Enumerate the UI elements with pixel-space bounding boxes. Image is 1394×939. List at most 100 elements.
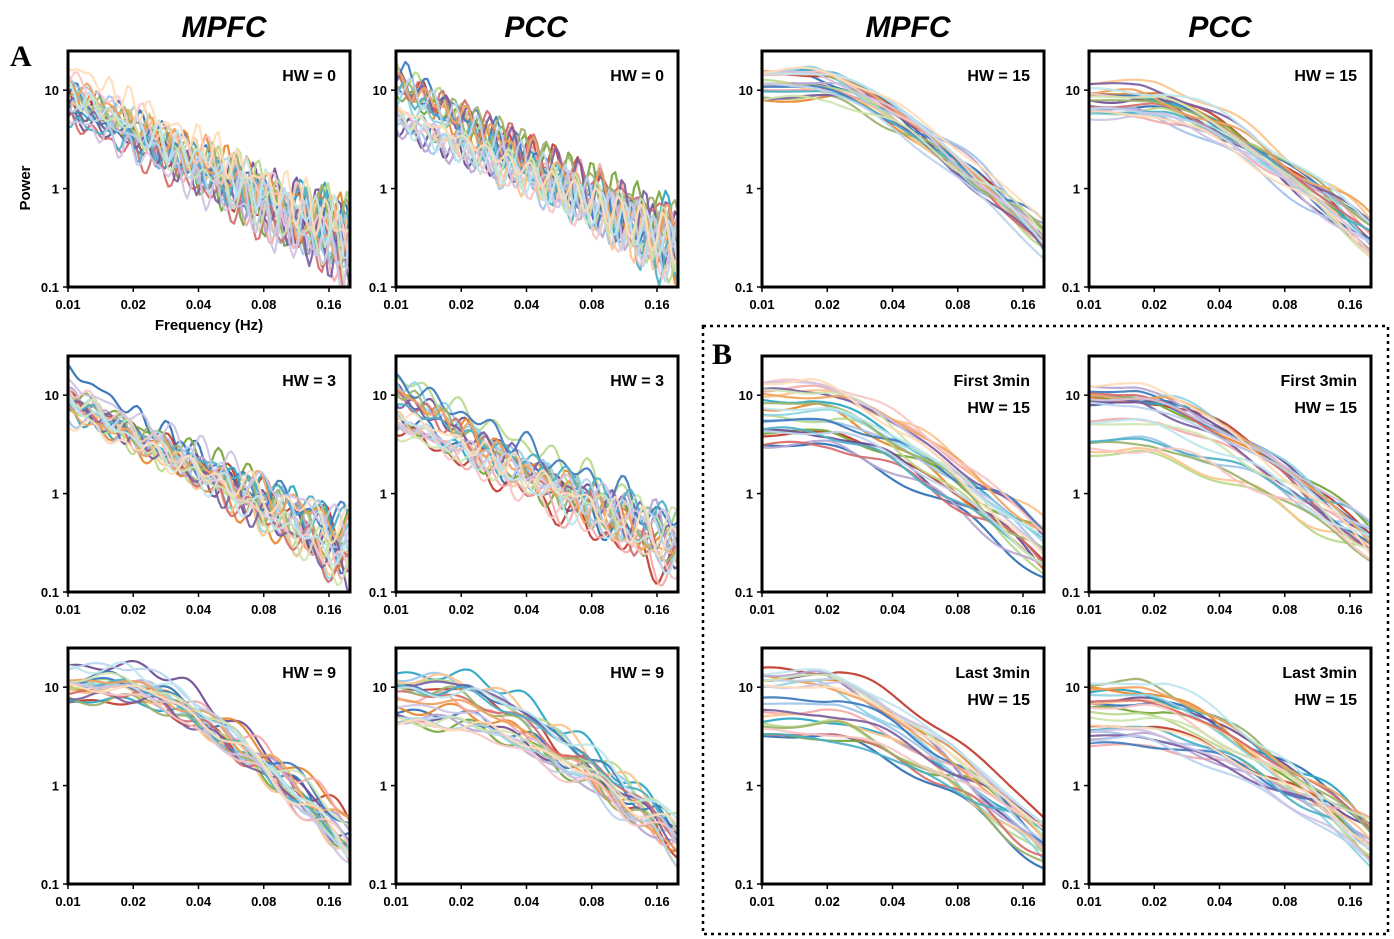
- series-line: [68, 80, 350, 287]
- y-tick-label: 10: [739, 680, 753, 695]
- x-tick-label: 0.01: [1076, 297, 1101, 312]
- series-line: [396, 72, 678, 259]
- series-line: [1089, 447, 1371, 547]
- x-tick-label: 0.16: [1337, 602, 1362, 617]
- chart-mpfc-hw15: 0.01 0.02 0.04 0.08 0.16 10 1 0.1 HW = 15: [735, 49, 1046, 312]
- y-tick-label: 1: [380, 779, 387, 794]
- series-line: [68, 393, 350, 567]
- series-line: [68, 681, 350, 865]
- series-line: [1089, 417, 1371, 538]
- x-tick-label: 0.01: [383, 602, 408, 617]
- series-line: [762, 666, 1044, 819]
- panel-letter-b: B: [712, 338, 732, 371]
- series-line: [1089, 686, 1371, 829]
- series-line: [396, 421, 678, 552]
- y-tick-label: 0.1: [735, 280, 753, 295]
- x-tick-label: 0.02: [1142, 894, 1167, 909]
- y-tick-label: 1: [380, 182, 387, 197]
- y-tick-label: 0.1: [41, 280, 59, 295]
- panel-label: HW = 15: [967, 692, 1030, 709]
- x-tick-label: 0.04: [1207, 297, 1233, 312]
- series-line: [762, 408, 1044, 544]
- y-tick-label: 0.1: [41, 877, 59, 892]
- series-line: [762, 94, 1044, 237]
- x-tick-label: 0.16: [644, 297, 669, 312]
- y-tick-label: 10: [373, 680, 387, 695]
- y-tick-label: 1: [52, 182, 59, 197]
- series-line: [396, 372, 678, 526]
- series-line: [1089, 440, 1371, 563]
- x-tick-label: 0.02: [815, 894, 840, 909]
- x-tick-label: 0.16: [316, 297, 341, 312]
- x-tick-label: 0.04: [186, 297, 212, 312]
- x-tick-label: 0.16: [316, 894, 341, 909]
- series-line: [762, 72, 1044, 245]
- series-line: [396, 686, 678, 822]
- series-line: [762, 93, 1044, 250]
- x-tick-label: 0.04: [186, 894, 212, 909]
- series-group: [1089, 677, 1371, 869]
- series-line: [396, 718, 678, 846]
- y-tick-label: 10: [373, 83, 387, 98]
- series-group: [396, 59, 678, 287]
- panel-label: HW = 9: [610, 665, 664, 682]
- panel-label: HW = 9: [282, 665, 336, 682]
- x-tick-label: 0.04: [1207, 894, 1233, 909]
- series-group: [396, 372, 678, 587]
- column-title-pcc-right: PCC: [1188, 11, 1253, 44]
- panel-label: Last 3min: [1282, 665, 1357, 682]
- x-tick-label: 0.16: [644, 894, 669, 909]
- series-line: [396, 412, 678, 558]
- chart-pcc-hw3: 0.01 0.02 0.04 0.08 0.16 10 1 0.1 HW = 3: [369, 354, 680, 617]
- series-line: [68, 682, 350, 858]
- series-line: [1089, 724, 1371, 849]
- x-tick-label: 0.02: [1142, 602, 1167, 617]
- series-line: [762, 414, 1044, 576]
- series-line: [68, 678, 350, 821]
- series-line: [68, 66, 350, 237]
- x-tick-label: 0.08: [1272, 894, 1297, 909]
- x-tick-label: 0.01: [749, 602, 774, 617]
- chart-pcc-hw15: 0.01 0.02 0.04 0.08 0.16 10 1 0.1 HW = 15: [1062, 49, 1373, 312]
- series-line: [1089, 87, 1371, 226]
- y-tick-label: 1: [52, 487, 59, 502]
- x-tick-label: 0.04: [880, 894, 906, 909]
- panel-label: HW = 15: [967, 68, 1030, 85]
- series-line: [1089, 397, 1371, 524]
- series-line: [396, 114, 678, 262]
- series-line: [762, 406, 1044, 539]
- x-tick-label: 0.01: [383, 297, 408, 312]
- y-tick-label: 0.1: [1062, 877, 1080, 892]
- x-tick-label: 0.16: [1010, 602, 1035, 617]
- x-tick-label: 0.02: [121, 894, 146, 909]
- y-tick-label: 10: [45, 388, 59, 403]
- series-line: [1089, 699, 1371, 832]
- panel-letter-a: A: [10, 40, 32, 73]
- x-tick-label: 0.08: [1272, 602, 1297, 617]
- x-tick-label: 0.04: [186, 602, 212, 617]
- panel-label: HW = 15: [967, 400, 1030, 417]
- series-line: [396, 716, 678, 834]
- series-line: [1089, 88, 1371, 215]
- series-line: [396, 684, 678, 842]
- series-line: [762, 727, 1044, 826]
- x-tick-label: 0.01: [1076, 894, 1101, 909]
- series-line: [396, 668, 678, 838]
- y-tick-label: 10: [45, 83, 59, 98]
- x-tick-label: 0.01: [749, 297, 774, 312]
- x-tick-label: 0.01: [383, 894, 408, 909]
- y-tick-label: 10: [1066, 388, 1080, 403]
- series-group: [1089, 382, 1371, 563]
- x-tick-label: 0.08: [579, 602, 604, 617]
- x-tick-label: 0.04: [880, 602, 906, 617]
- y-tick-label: 1: [1073, 487, 1080, 502]
- series-line: [1089, 423, 1371, 551]
- x-tick-label: 0.04: [880, 297, 906, 312]
- y-tick-label: 0.1: [41, 585, 59, 600]
- x-tick-label: 0.04: [514, 297, 540, 312]
- x-tick-label: 0.08: [251, 602, 276, 617]
- y-tick-label: 1: [52, 779, 59, 794]
- series-group: [68, 363, 350, 592]
- column-title-pcc-left: PCC: [504, 11, 569, 44]
- x-tick-label: 0.02: [1142, 297, 1167, 312]
